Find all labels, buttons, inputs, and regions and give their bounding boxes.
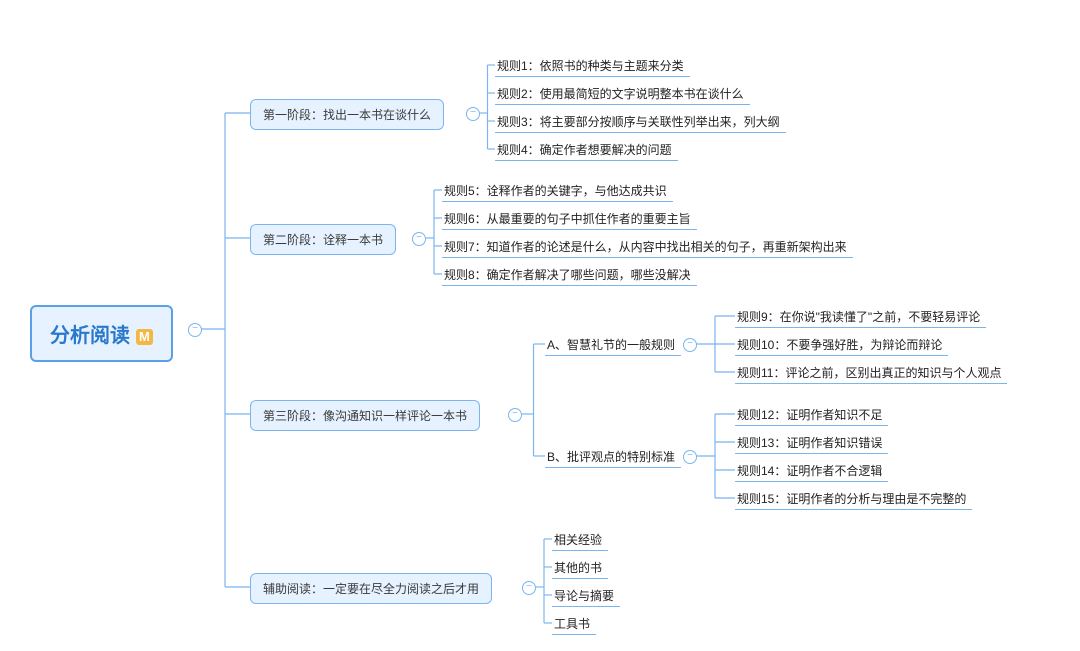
rule-leaf[interactable]: 规则2：使用最简短的文字说明整本书在谈什么 bbox=[495, 85, 750, 105]
rule-leaf[interactable]: 规则10：不要争强好胜，为辩论而辩论 bbox=[735, 336, 948, 356]
toggle-icon[interactable]: − bbox=[188, 323, 202, 337]
toggle-icon[interactable]: − bbox=[522, 581, 536, 595]
root-badge: M bbox=[136, 329, 153, 345]
rule-leaf[interactable]: 规则6：从最重要的句子中抓住作者的重要主旨 bbox=[442, 210, 697, 230]
sub-node[interactable]: B、批评观点的特别标准 bbox=[545, 448, 681, 468]
toggle-icon[interactable]: − bbox=[508, 408, 522, 422]
rule-leaf[interactable]: 规则14：证明作者不合逻辑 bbox=[735, 462, 888, 482]
rule-leaf[interactable]: 其他的书 bbox=[552, 559, 608, 579]
rule-leaf[interactable]: 规则13：证明作者知识错误 bbox=[735, 434, 888, 454]
rule-leaf[interactable]: 规则5：诠释作者的关键字，与他达成共识 bbox=[442, 182, 673, 202]
toggle-icon[interactable]: − bbox=[683, 450, 697, 464]
rule-leaf[interactable]: 规则1：依照书的种类与主题来分类 bbox=[495, 57, 690, 77]
rule-leaf[interactable]: 规则3：将主要部分按顺序与关联性列举出来，列大纲 bbox=[495, 113, 786, 133]
stage-label: 第二阶段：诠释一本书 bbox=[263, 233, 383, 247]
rule-leaf[interactable]: 相关经验 bbox=[552, 531, 608, 551]
stage-node[interactable]: 第三阶段：像沟通知识一样评论一本书 bbox=[250, 400, 480, 431]
stage-node[interactable]: 第一阶段：找出一本书在谈什么 bbox=[250, 99, 444, 130]
toggle-icon[interactable]: − bbox=[412, 232, 426, 246]
rule-leaf[interactable]: 规则4：确定作者想要解决的问题 bbox=[495, 141, 678, 161]
sub-node[interactable]: A、智慧礼节的一般规则 bbox=[545, 336, 681, 356]
stage-node[interactable]: 辅助阅读：一定要在尽全力阅读之后才用 bbox=[250, 573, 492, 604]
stage-label: 辅助阅读：一定要在尽全力阅读之后才用 bbox=[263, 582, 479, 596]
rule-leaf[interactable]: 规则12：证明作者知识不足 bbox=[735, 406, 888, 426]
rule-leaf[interactable]: 规则11：评论之前，区别出真正的知识与个人观点 bbox=[735, 364, 1007, 384]
stage-label: 第三阶段：像沟通知识一样评论一本书 bbox=[263, 409, 467, 423]
rule-leaf[interactable]: 规则7：知道作者的论述是什么，从内容中找出相关的句子，再重新架构出来 bbox=[442, 238, 853, 258]
rule-leaf[interactable]: 工具书 bbox=[552, 615, 596, 635]
root-label: 分析阅读 bbox=[50, 325, 130, 347]
stage-label: 第一阶段：找出一本书在谈什么 bbox=[263, 108, 431, 122]
rule-leaf[interactable]: 规则15：证明作者的分析与理由是不完整的 bbox=[735, 490, 972, 510]
stage-node[interactable]: 第二阶段：诠释一本书 bbox=[250, 224, 396, 255]
toggle-icon[interactable]: − bbox=[466, 107, 480, 121]
mindmap-canvas: 分析阅读 M − 第一阶段：找出一本书在谈什么 − 规则1：依照书的种类与主题来分类规则2… bbox=[0, 0, 1080, 651]
rule-leaf[interactable]: 导论与摘要 bbox=[552, 587, 620, 607]
root-node[interactable]: 分析阅读 M bbox=[30, 305, 173, 362]
rule-leaf[interactable]: 规则9：在你说"我读懂了"之前，不要轻易评论 bbox=[735, 308, 986, 328]
toggle-icon[interactable]: − bbox=[683, 338, 697, 352]
rule-leaf[interactable]: 规则8：确定作者解决了哪些问题，哪些没解决 bbox=[442, 266, 697, 286]
